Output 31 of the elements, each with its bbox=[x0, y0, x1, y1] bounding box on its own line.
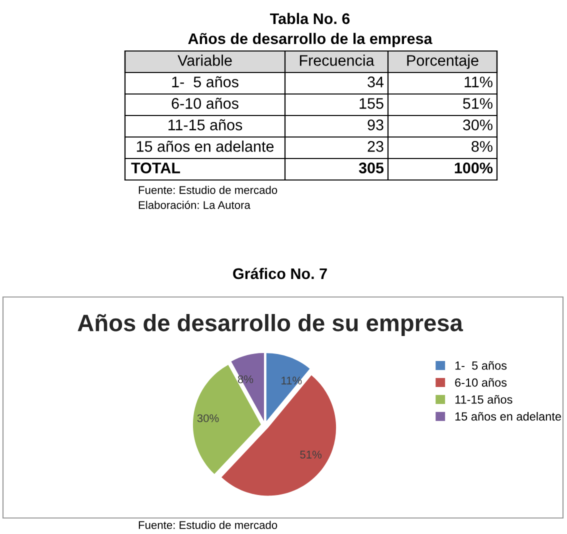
text: 11% bbox=[464, 76, 492, 88]
text: 8% bbox=[472, 141, 492, 152]
text: 11-15 años bbox=[168, 119, 242, 130]
text: Elaboración: La Autora bbox=[138, 200, 250, 209]
source-note: Fuente: Estudio de mercado bbox=[138, 520, 278, 529]
text: TOTAL bbox=[131, 162, 180, 174]
text: 1- 5 años bbox=[172, 76, 238, 88]
category-label: Frecuencia bbox=[300, 54, 374, 66]
text: 155 bbox=[360, 98, 384, 109]
legend-label: 1- 5 años bbox=[455, 361, 507, 370]
legend-label: 11-15 años bbox=[455, 395, 512, 404]
text: 305 bbox=[358, 162, 384, 174]
text: 34 bbox=[368, 76, 384, 88]
text: 6-10 años bbox=[172, 98, 238, 109]
text: 51% bbox=[463, 98, 492, 109]
chart-subtitle: Años de desarrollo de su empresa bbox=[78, 314, 464, 336]
text: 93 bbox=[368, 120, 384, 130]
text: 30% bbox=[463, 120, 492, 130]
text: Tabla No. 6 bbox=[270, 12, 350, 24]
text: Años de desarrollo de la empresa bbox=[188, 32, 432, 48]
data-label: 51% bbox=[300, 450, 322, 459]
text: 15 años en adelante bbox=[136, 140, 274, 152]
chart-title: Gráfico No. 7 bbox=[233, 268, 327, 280]
text: 100% bbox=[454, 162, 493, 174]
text: 23 bbox=[368, 141, 384, 152]
legend-label: 6-10 años bbox=[455, 378, 507, 387]
legend-label: 15 años en adelante bbox=[455, 412, 561, 421]
source-note: Fuente: Estudio de mercado bbox=[138, 186, 278, 194]
category-label: Variable bbox=[178, 54, 232, 66]
data-label: 30% bbox=[197, 414, 219, 422]
category-label: Porcentaje bbox=[407, 54, 478, 69]
